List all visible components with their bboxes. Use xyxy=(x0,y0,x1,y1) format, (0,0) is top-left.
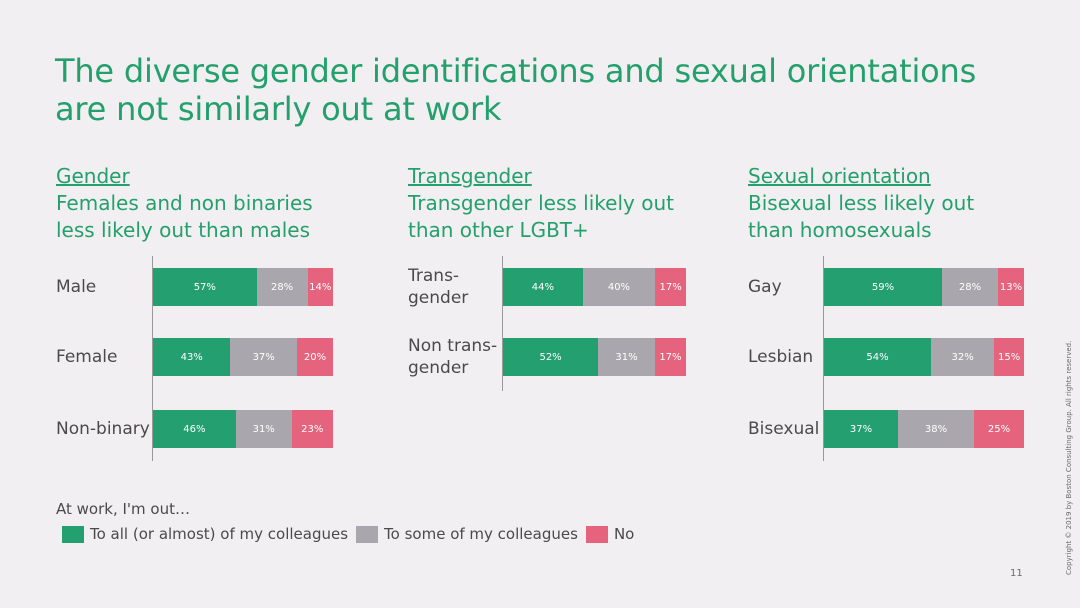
panel-subheading-line-1: Bisexual less likely out xyxy=(748,191,975,215)
bar-segment-all: 57% xyxy=(153,268,257,306)
bar-segment-no: 15% xyxy=(994,338,1024,376)
bar-segment-no: 17% xyxy=(655,268,686,306)
panel-heading-transgender: Transgender Transgender less likely out … xyxy=(408,163,738,244)
bar-segment-some: 31% xyxy=(235,410,292,448)
category-label: Female xyxy=(56,347,118,367)
bar-segment-all: 52% xyxy=(503,338,599,376)
bar-segment-no: 17% xyxy=(654,338,686,376)
stacked-bar: 54% 32% 15% xyxy=(824,338,1024,376)
legend-item-no: No xyxy=(585,525,635,543)
bar-segment-some: 40% xyxy=(582,268,656,306)
page-number: 11 xyxy=(1010,568,1023,579)
category-label: Non-binary xyxy=(56,419,150,439)
panel-heading-sexual-orientation: Sexual orientation Bisexual less likely … xyxy=(748,163,1078,244)
panel-heading-link-sexual-orientation[interactable]: Sexual orientation xyxy=(748,164,931,188)
category-label: Male xyxy=(56,277,97,297)
bar-segment-all: 43% xyxy=(153,338,231,376)
bar-segment-some: 32% xyxy=(930,338,995,376)
legend-label-no: No xyxy=(613,525,635,543)
chart-axis xyxy=(152,256,153,461)
legend: To all (or almost) of my colleagues To s… xyxy=(62,525,642,543)
legend-label-all: To all (or almost) of my colleagues xyxy=(90,525,349,543)
legend-swatch-no xyxy=(585,525,608,543)
stacked-bar: 43% 37% 20% xyxy=(153,338,333,376)
bar-segment-some: 28% xyxy=(256,268,308,306)
title-line-2: are not similarly out at work xyxy=(55,90,502,128)
bar-segment-no: 23% xyxy=(291,410,333,448)
bar-segment-some: 31% xyxy=(598,338,655,376)
bar-segment-no: 20% xyxy=(296,338,333,376)
category-label: Gay xyxy=(748,277,782,297)
page-title: The diverse gender identifications and s… xyxy=(55,52,1035,128)
bar-segment-all: 37% xyxy=(824,410,898,448)
panel-subheading-line-1: Females and non binaries xyxy=(56,191,313,215)
bar-segment-all: 44% xyxy=(503,268,583,306)
stacked-bar: 46% 31% 23% xyxy=(153,410,333,448)
bar-segment-all: 46% xyxy=(153,410,236,448)
legend-item-all: To all (or almost) of my colleagues xyxy=(62,525,348,543)
stacked-bar: 37% 38% 25% xyxy=(824,410,1024,448)
stacked-bar: 52% 31% 17% xyxy=(503,338,686,376)
bar-segment-no: 13% xyxy=(998,268,1024,306)
legend-item-some: To some of my colleagues xyxy=(356,525,578,543)
panel-subheading-line-2: than homosexuals xyxy=(748,218,932,242)
bar-segment-all: 54% xyxy=(824,338,931,376)
legend-intro: At work, I'm out… xyxy=(56,500,190,518)
legend-swatch-all xyxy=(62,525,84,543)
stacked-bar: 57% 28% 14% xyxy=(153,268,333,306)
panel-heading-gender: Gender Females and non binaries less lik… xyxy=(56,163,386,244)
bar-segment-some: 38% xyxy=(898,410,974,448)
bar-segment-no: 14% xyxy=(307,268,333,306)
title-line-1: The diverse gender identifications and s… xyxy=(55,52,977,90)
bar-segment-some: 37% xyxy=(230,338,297,376)
category-label: Bisexual xyxy=(748,419,820,439)
stacked-bar: 44% 40% 17% xyxy=(503,268,686,306)
category-label: Trans-gender xyxy=(408,266,469,308)
panel-subheading-line-2: than other LGBT+ xyxy=(408,218,589,242)
chart-axis xyxy=(823,256,824,461)
bar-segment-some: 28% xyxy=(942,268,998,306)
panel-heading-link-transgender[interactable]: Transgender xyxy=(408,164,532,188)
category-label: Non trans-gender xyxy=(408,336,498,378)
panel-subheading-line-1: Transgender less likely out xyxy=(408,191,674,215)
legend-label-some: To some of my colleagues xyxy=(384,525,578,543)
stacked-bar: 59% 28% 13% xyxy=(824,268,1024,306)
legend-swatch-some xyxy=(356,525,379,543)
chart-axis xyxy=(502,256,503,391)
category-label: Lesbian xyxy=(748,347,814,367)
panel-heading-link-gender[interactable]: Gender xyxy=(56,164,130,188)
bar-segment-all: 59% xyxy=(824,268,942,306)
bar-segment-no: 25% xyxy=(974,410,1024,448)
copyright-notice: Copyright © 2019 by Boston Consulting Gr… xyxy=(1065,340,1073,575)
panel-subheading-line-2: less likely out than males xyxy=(56,218,311,242)
